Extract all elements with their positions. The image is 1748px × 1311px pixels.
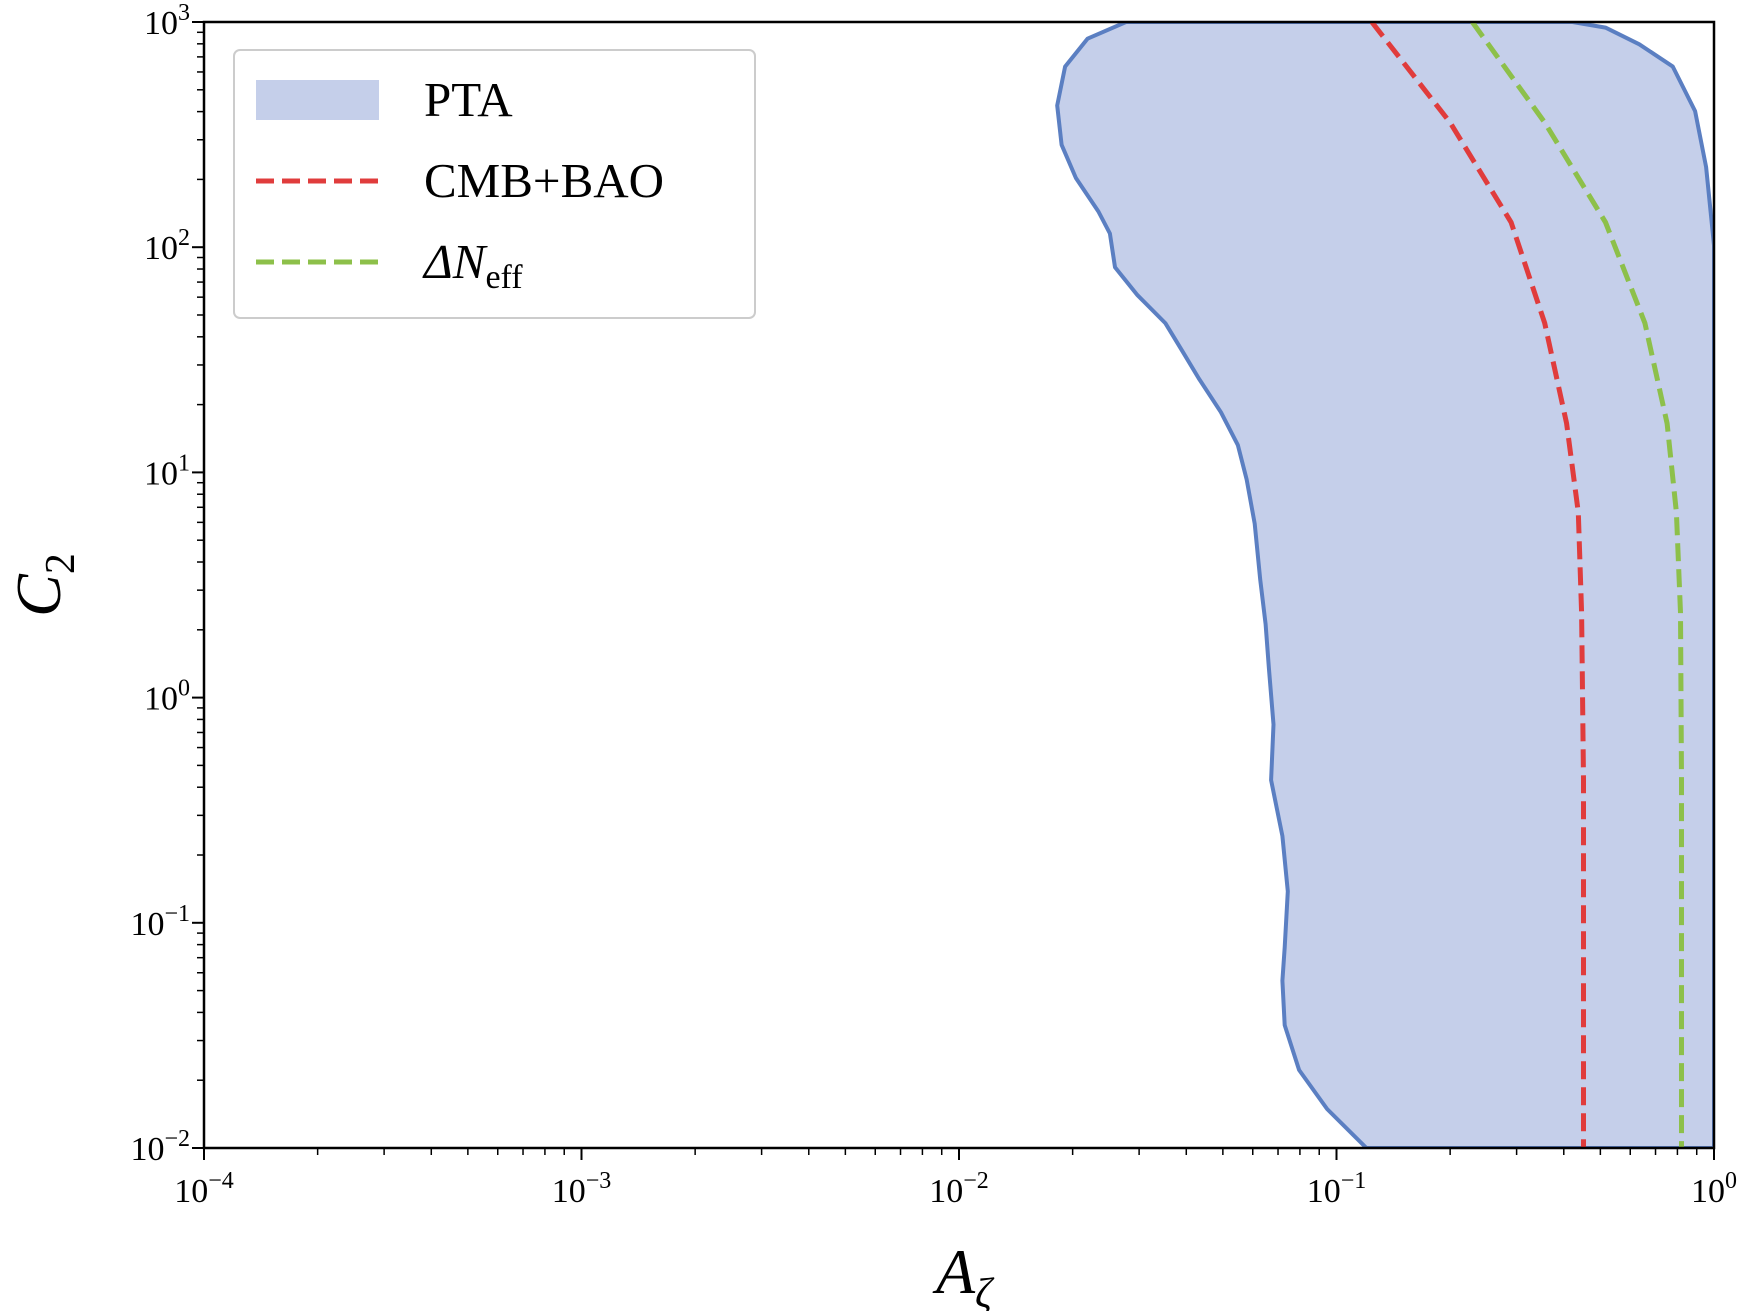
y-tick-label: 101 <box>144 450 190 492</box>
legend-label-main: CMB+BAO <box>424 153 664 208</box>
tick-base: 10 <box>929 1173 963 1210</box>
tick-exponent: 0 <box>178 676 190 702</box>
region <box>1055 22 1714 1148</box>
tick-exponent: −1 <box>1341 1168 1367 1194</box>
tick-exponent: −1 <box>164 901 190 927</box>
legend: PTA CMB+BAO ΔNeff <box>233 49 756 319</box>
plot-area <box>1055 22 1714 1148</box>
legend-swatch <box>256 80 379 120</box>
tick-base: 10 <box>144 455 178 492</box>
x-tick-label: 10−3 <box>552 1168 612 1210</box>
y-tick-label: 10−2 <box>130 1126 190 1168</box>
y-tick-label: 100 <box>144 676 190 718</box>
legend-label: CMB+BAO <box>424 153 664 208</box>
y-label-main: C <box>3 573 74 617</box>
legend-label-main: PTA <box>424 72 513 127</box>
tick-base: 10 <box>130 1131 164 1168</box>
tick-exponent: 1 <box>178 450 190 476</box>
tick-base: 10 <box>144 5 178 42</box>
tick-base: 10 <box>144 230 178 267</box>
tick-exponent: 0 <box>1725 1168 1737 1194</box>
dashed-line <box>1470 22 1684 1148</box>
tick-base: 10 <box>1691 1173 1725 1210</box>
tick-exponent: −2 <box>164 1126 190 1152</box>
tick-exponent: 3 <box>178 0 190 26</box>
dashed-line <box>1369 22 1586 1148</box>
tick-base: 10 <box>130 906 164 943</box>
x-label-main: A <box>932 1236 976 1307</box>
x-label-sub: ζ <box>975 1271 995 1311</box>
x-tick-label: 10−2 <box>929 1168 989 1210</box>
legend-label: ΔNeff <box>422 234 523 296</box>
y-tick-label: 103 <box>144 0 190 42</box>
tick-base: 10 <box>552 1173 586 1210</box>
tick-base: 10 <box>144 681 178 718</box>
legend-label: PTA <box>424 72 513 127</box>
y-tick-label: 102 <box>144 225 190 267</box>
y-label-sub: 2 <box>38 553 84 574</box>
tick-base: 10 <box>174 1173 208 1210</box>
x-tick-label: 100 <box>1691 1168 1737 1210</box>
y-tick-label: 10−1 <box>130 901 190 943</box>
tick-exponent: −2 <box>963 1168 989 1194</box>
legend-label-main: ΔN <box>422 234 488 289</box>
tick-exponent: −4 <box>208 1168 234 1194</box>
x-tick-label: 10−1 <box>1307 1168 1367 1210</box>
tick-base: 10 <box>1307 1173 1341 1210</box>
y-axis-label: C2 <box>3 553 84 617</box>
legend-label-sub: eff <box>485 259 523 296</box>
x-tick-label: 10−4 <box>174 1168 234 1210</box>
x-axis-label: Aζ <box>932 1236 995 1311</box>
tick-exponent: 2 <box>178 225 190 251</box>
tick-exponent: −3 <box>586 1168 612 1194</box>
